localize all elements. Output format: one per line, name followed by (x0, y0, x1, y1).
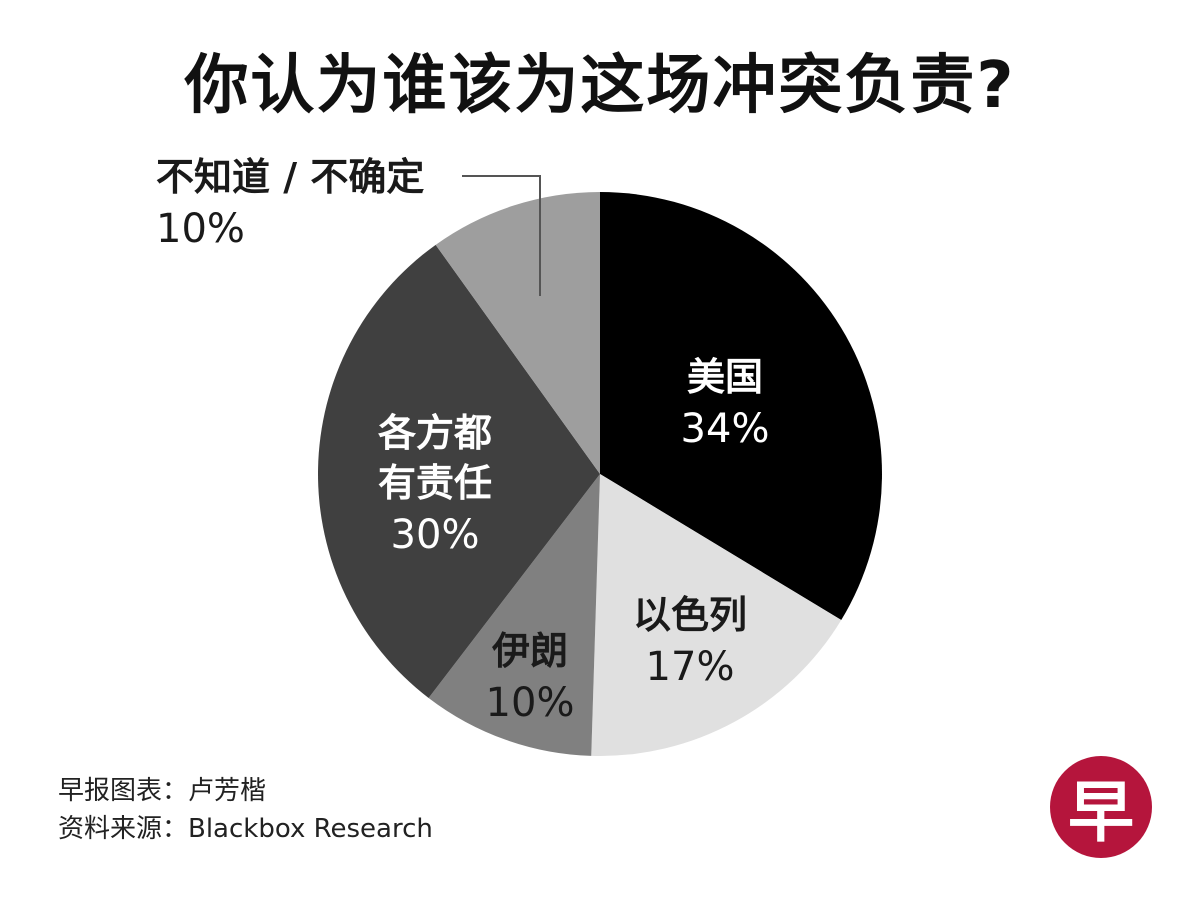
slice-label-all-parties: 各方都 有责任 30% (350, 408, 520, 562)
pie-slice-2 (428, 474, 600, 756)
slice-name-unknown: 不知道 / 不确定 (156, 155, 425, 199)
slice-label-unknown: 不知道 / 不确定 10% (156, 152, 424, 256)
credits: 早报图表：卢芳楷 资料来源：Blackbox Research (58, 772, 433, 848)
slice-name-all-parties-line2: 有责任 (377, 461, 492, 505)
chart-credit: 早报图表：卢芳楷 (58, 776, 267, 806)
leader-line (462, 175, 541, 296)
slice-name-usa: 美国 (686, 355, 763, 399)
slice-name-israel: 以色列 (632, 593, 747, 637)
data-source: 资料来源：Blackbox Research (58, 814, 433, 844)
pie-slices (318, 192, 882, 756)
slice-value-israel: 17% (645, 644, 735, 690)
slice-value-iran: 10% (485, 680, 575, 726)
slice-label-usa: 美国 34% (650, 352, 800, 456)
pie-slice-4 (435, 192, 600, 474)
pie-slice-1 (591, 474, 842, 756)
slice-name-all-parties-line1: 各方都 (377, 411, 492, 455)
slice-label-israel: 以色列 17% (600, 590, 780, 694)
slice-value-usa: 34% (680, 406, 770, 452)
pie-slice-3 (318, 244, 600, 698)
pie-slice-0 (600, 192, 882, 621)
slice-value-all-parties: 30% (390, 512, 480, 558)
slice-value-unknown: 10% (156, 206, 245, 252)
slice-label-iran: 伊朗 10% (470, 626, 590, 730)
zaobao-logo: 早 (1050, 756, 1152, 858)
slice-name-iran: 伊朗 (491, 629, 568, 673)
chart-title: 你认为谁该为这场冲突负责? (184, 49, 1016, 123)
